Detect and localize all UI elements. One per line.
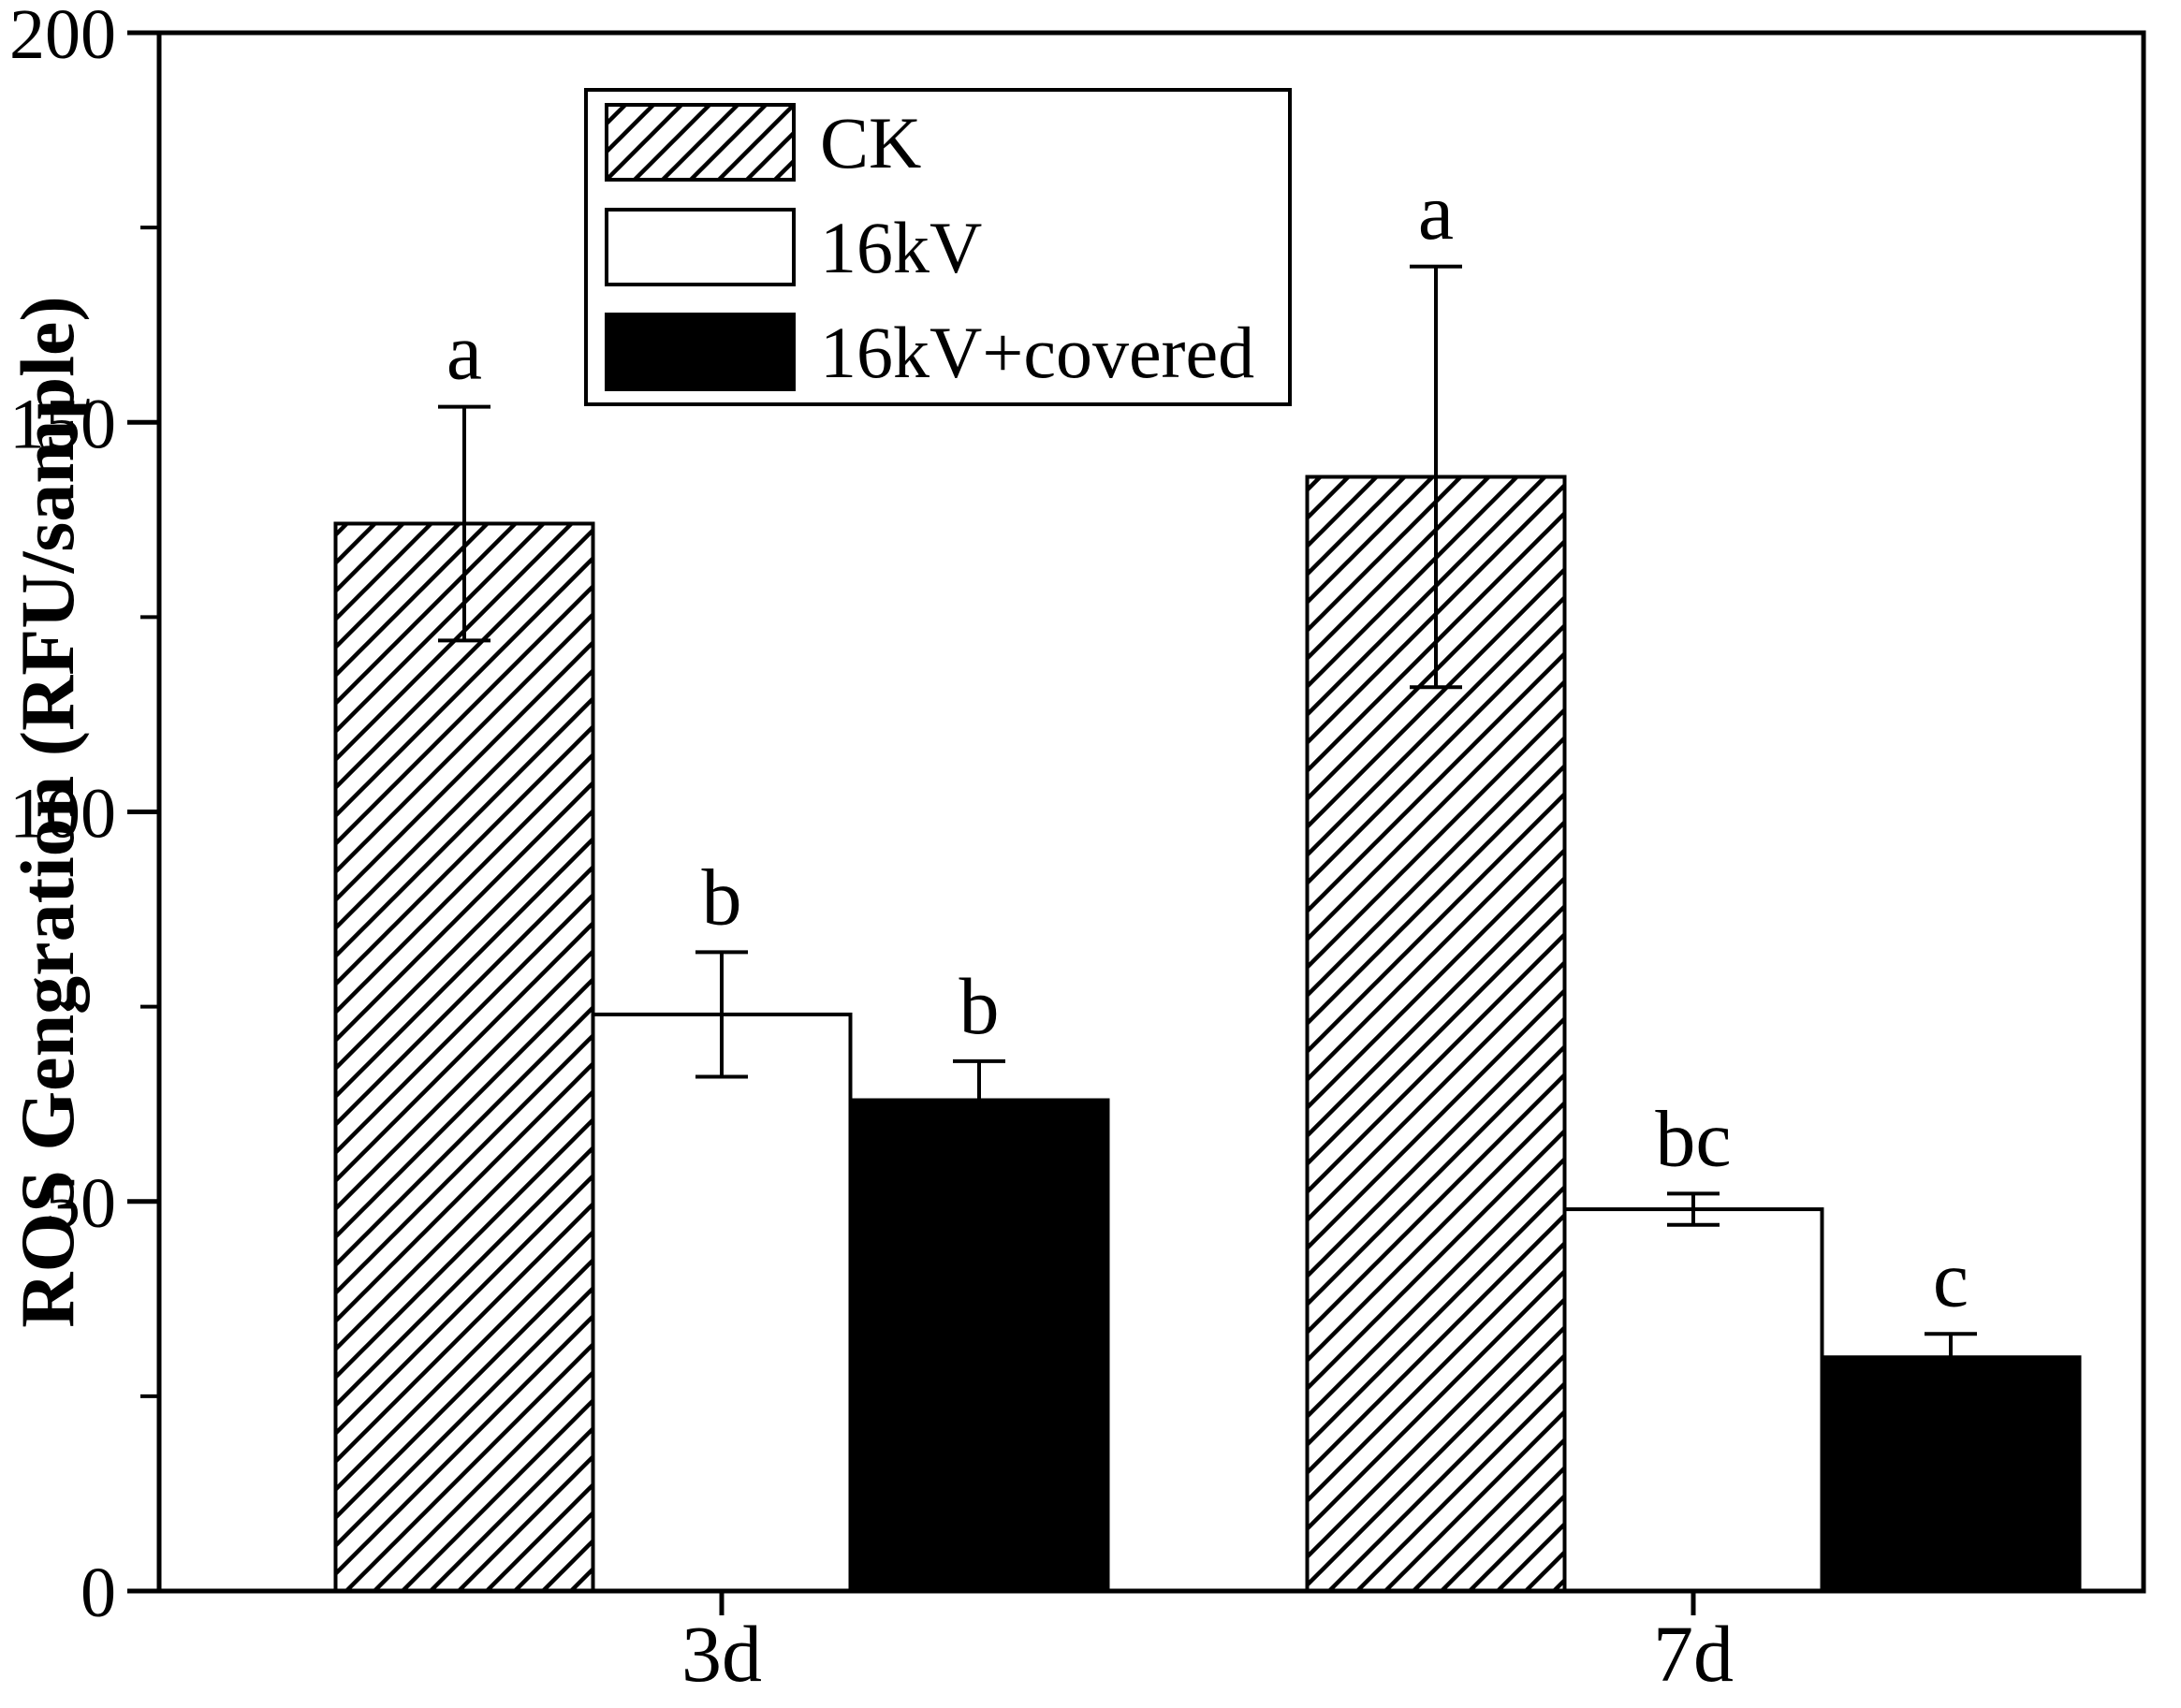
legend: CK 16kV 16kV+covered xyxy=(584,88,1292,406)
x-axis: 3d 7d xyxy=(681,1591,1734,1699)
y-tick-label-0: 0 xyxy=(81,1554,116,1632)
y-axis-title: ROS Gengration (RFU/sample) xyxy=(5,296,90,1327)
errorbar-16kv-covered-3d xyxy=(953,1058,1005,1142)
legend-label-ck: CK xyxy=(820,102,921,183)
sig-letter-16kv-7d: bc xyxy=(1655,1093,1731,1183)
x-tick-label-3d: 3d xyxy=(681,1609,762,1699)
sig-letter-ck-7d: a xyxy=(1418,167,1454,256)
sig-letter-16kv-covered-7d: c xyxy=(1933,1234,1969,1323)
bar-16kv-3d xyxy=(591,1012,853,1593)
y-tick-label-200: 200 xyxy=(9,0,116,74)
legend-swatch-16kv xyxy=(605,208,796,286)
legend-swatch-16kv-covered xyxy=(605,313,796,391)
legend-label-16kv: 16kV xyxy=(820,207,982,288)
y-tick-label-100: 100 xyxy=(9,775,116,854)
y-axis: 0 50 100 150 200 xyxy=(9,0,159,1632)
x-tick-label-7d: 7d xyxy=(1653,1609,1734,1699)
legend-item-16kv-covered: 16kV+covered xyxy=(605,312,1254,393)
bar-16kv-covered-3d xyxy=(848,1098,1110,1593)
errorbar-ck-7d xyxy=(1410,264,1462,690)
legend-item-16kv: 16kV xyxy=(605,207,982,288)
sig-letter-16kv-3d: b xyxy=(702,852,742,942)
errorbar-16kv-7d xyxy=(1667,1191,1720,1227)
bar-16kv-covered-7d xyxy=(1820,1355,2082,1593)
bar-ck-3d xyxy=(333,521,595,1593)
y-tick-label-150: 150 xyxy=(9,385,116,463)
y-tick-label-50: 50 xyxy=(45,1164,116,1243)
bars-layer: a b b a bc c xyxy=(333,167,2082,1593)
errorbar-16kv-covered-7d xyxy=(1925,1332,1977,1383)
sig-letter-16kv-covered-3d: b xyxy=(959,961,1000,1051)
errorbar-16kv-3d xyxy=(695,950,748,1079)
legend-swatch-ck xyxy=(605,103,796,182)
bar-16kv-7d xyxy=(1562,1207,1824,1593)
legend-item-ck: CK xyxy=(605,102,921,183)
sig-letter-ck-3d: a xyxy=(446,307,482,397)
legend-label-16kv-covered: 16kV+covered xyxy=(820,312,1254,393)
errorbar-ck-3d xyxy=(438,404,490,643)
